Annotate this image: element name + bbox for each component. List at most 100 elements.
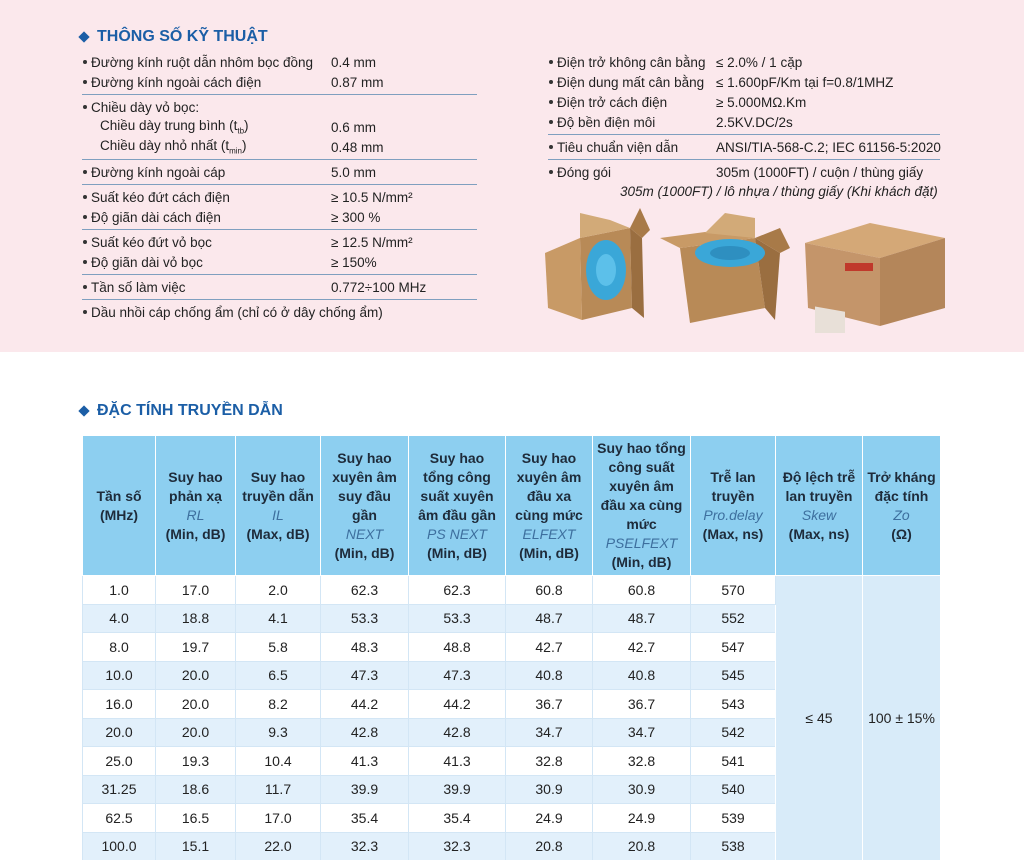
table-cell: 34.7 [592, 717, 691, 747]
spec-list-left: Đường kính ruột dẫn nhôm bọc đồng 0.4 mm Đ… [82, 50, 477, 324]
table-cell: 32.3 [408, 831, 506, 860]
specs-section: THÔNG SỐ KỸ THUẬT Đường kính ruột dẫn nh… [0, 0, 1024, 352]
table-cell: 41.3 [320, 746, 409, 776]
spec-label: Suất kéo đứt cách điện [91, 190, 331, 205]
table-cell: 543 [690, 689, 776, 719]
bullet [83, 310, 87, 314]
table-cell: 542 [690, 717, 776, 747]
table-cell: 539 [690, 803, 776, 833]
table-cell: 32.8 [592, 746, 691, 776]
box-spool [545, 208, 650, 320]
header-unit: (Min, dB) [611, 554, 672, 570]
header-unit: (Min, dB) [519, 544, 579, 561]
column-header: Trở kháng đặc tính Zo (Ω) [862, 435, 941, 576]
table-cell: 44.2 [320, 689, 409, 719]
header-abbr: IL [272, 506, 284, 523]
spec-label: Độ giãn dài cách điện [91, 210, 331, 225]
header-unit: (Min, dB) [427, 544, 487, 561]
table-cell: 545 [690, 660, 776, 690]
header-unit: (Max, ns) [788, 525, 850, 542]
column-header: Độ lệch trễ lan truyền Skew (Max, ns) [775, 435, 863, 576]
table-cell: 32.3 [320, 831, 409, 860]
table-cell: 35.4 [408, 803, 506, 833]
table-cell: 4.1 [235, 603, 321, 633]
label-text: Đường kính ngoài cáp [91, 164, 226, 180]
header-abbr: Pro.delay [703, 506, 763, 523]
spec-group: Tần số làm việc 0.772÷100 MHz [82, 275, 477, 300]
column-header: Suy hao xuyên âm đầu xa cùng mức ELFEXT (M… [505, 435, 593, 576]
column-header: Suy hao tổng công suất xuyên âm đầu gần P… [408, 435, 506, 576]
column-header: Suy hao tổng công suất xuyên âm đầu xa c… [592, 435, 691, 576]
spec-label: Chiều dày nhỏ nhất (tmin) [82, 138, 331, 156]
bullet [549, 170, 553, 174]
spec-row: Suất kéo đứt vỏ bọc ≥ 12.5 N/mm² [82, 232, 477, 252]
table-cell: 10.4 [235, 746, 321, 776]
table-cell: 100.0 [82, 831, 156, 860]
spec-label: Tần số làm việc [91, 280, 331, 295]
table-cell: 41.3 [408, 746, 506, 776]
table-cell: 11.7 [235, 774, 321, 804]
table-cell: 53.3 [408, 603, 506, 633]
label-text: Điện dung mất cân bằng [557, 74, 705, 90]
table-cell: 17.0 [155, 575, 236, 605]
table-cell: 24.9 [592, 803, 691, 833]
table-cell: 19.7 [155, 632, 236, 662]
bullet [549, 60, 553, 64]
spec-value: ≥ 10.5 N/mm² [331, 189, 413, 205]
spec-list-right: Điện trở không cân bằng ≤ 2.0% / 1 cặp Điệ… [548, 50, 941, 204]
table-cell: 36.7 [592, 689, 691, 719]
table-cell: 20.0 [155, 717, 236, 747]
table-cell: 48.8 [408, 632, 506, 662]
header-abbr: PS NEXT [427, 525, 487, 542]
table-cell: 552 [690, 603, 776, 633]
spec-row: Độ bền điện môi 2.5KV.DC/2s [548, 112, 940, 132]
table-cell: 44.2 [408, 689, 506, 719]
spec-label: Đường kính ngoài cáp [91, 165, 331, 180]
spec-row: Chiều dày vỏ bọc: [82, 97, 477, 117]
label-text: Điện trở cách điện [557, 94, 668, 110]
column-header: Trễ lan truyền Pro.delay (Max, ns) [690, 435, 776, 576]
spec-note: 305m (1000FT) / lô nhựa / thùng giấy (Kh… [620, 184, 938, 199]
box-coil [660, 213, 790, 323]
table-row: 1.0 17.0 2.0 62.3 62.3 60.8 60.8 570 ≤ 45 100 ± 1… [82, 575, 941, 860]
table-cell: 48.7 [505, 603, 593, 633]
bullet [83, 105, 87, 109]
table-cell: 9.3 [235, 717, 321, 747]
table-cell: 31.25 [82, 774, 156, 804]
table-cell: 16.0 [82, 689, 156, 719]
table-cell: 8.0 [82, 632, 156, 662]
table-cell: 1.0 [82, 575, 156, 605]
spec-value: 0.48 mm [331, 139, 384, 155]
label-text: Dầu nhồi cáp chống ẩm (chỉ có ở dây chốn… [91, 304, 383, 320]
table-row: 16.0 20.0 8.2 44.2 44.2 36.7 36.7 543 [82, 689, 941, 719]
spec-value: 0.4 mm [331, 54, 377, 70]
transmission-table: Tần số (MHz) Suy hao phản xạ RL (Min, dB) Suy… [82, 435, 941, 860]
table-cell: 39.9 [320, 774, 409, 804]
header-name: Tần số [96, 487, 142, 504]
label-text: ) [241, 138, 247, 154]
table-cell: 538 [690, 831, 776, 860]
section-title: ĐẶC TÍNH TRUYỀN DẪN [97, 402, 283, 419]
box-closed [805, 223, 945, 333]
table-row: 31.25 18.6 11.7 39.9 39.9 30.9 30.9 540 [82, 774, 941, 804]
table-cell: 15.1 [155, 831, 236, 860]
spec-row: Dầu nhồi cáp chống ẩm (chỉ có ở dây chốn… [82, 302, 477, 322]
label-text: Điện trở không cân bằng [557, 54, 706, 70]
header-abbr: ELFEXT [522, 525, 576, 542]
spec-value: 5.0 mm [331, 164, 377, 180]
spec-row: Tiêu chuẩn viện dẫn ANSI/TIA-568-C.2; IEC… [548, 137, 941, 157]
spec-row: Tần số làm việc 0.772÷100 MHz [82, 277, 477, 297]
spec-value: ≥ 12.5 N/mm² [331, 234, 413, 250]
spec-label: Đóng gói [557, 165, 716, 180]
column-header: Suy hao truyền dẫn IL (Max, dB) [235, 435, 321, 576]
section-title: THÔNG SỐ KỸ THUẬT [97, 28, 268, 45]
table-cell: 30.9 [505, 774, 593, 804]
label-text: Độ giãn dài vỏ bọc [91, 254, 203, 270]
spec-label: Độ giãn dài vỏ bọc [91, 255, 331, 270]
spec-group: Suất kéo đứt cách điện ≥ 10.5 N/mm² Độ giã… [82, 185, 477, 230]
table-cell: 18.6 [155, 774, 236, 804]
table-cell: 17.0 [235, 803, 321, 833]
section-heading: THÔNG SỐ KỸ THUẬT [78, 28, 268, 46]
spec-value: ≤ 2.0% / 1 cặp [716, 54, 803, 70]
header-name: Trễ lan truyền [710, 468, 756, 504]
